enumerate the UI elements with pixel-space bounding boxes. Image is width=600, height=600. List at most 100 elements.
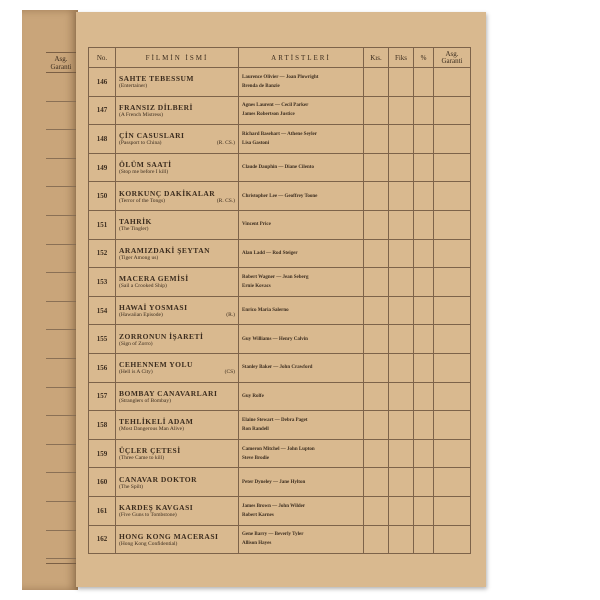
film-title: ZORRONUN İŞARETİ bbox=[119, 331, 204, 341]
film-title-cell: BOMBAY CANAVARLARI (Stranglers of Bombay… bbox=[115, 381, 239, 412]
artist-line: Brenda de Banzie bbox=[242, 83, 280, 89]
kis-cell bbox=[363, 324, 389, 354]
film-title: TEHLİKELİ ADAM bbox=[119, 417, 194, 427]
fiks-cell bbox=[388, 324, 414, 354]
kis-cell bbox=[363, 295, 389, 326]
fiks-cell bbox=[388, 238, 414, 269]
artist-line: Laurence Olivier — Joan Plowright bbox=[242, 74, 319, 80]
film-title: FRANSIZ DİLBERİ bbox=[119, 102, 193, 112]
asg-cell bbox=[433, 324, 471, 354]
film-title-cell: SAHTE TEBESSUM (Entertainer) bbox=[115, 67, 239, 97]
artist-line: Christopher Lee — Geoffrey Toone bbox=[242, 193, 318, 199]
artist-line: Cameron Mitchel — John Lupton bbox=[242, 446, 315, 452]
fiks-cell bbox=[388, 181, 414, 211]
pct-cell bbox=[413, 352, 434, 383]
fiks-cell bbox=[388, 267, 414, 297]
col-pct: % bbox=[413, 47, 434, 68]
film-title-cell: ÇİN CASUSLARI (Passport to China) (R. CS.… bbox=[115, 124, 239, 154]
film-title-cell: CEHENNEM YOLU (Hell is A City) (CS) bbox=[115, 352, 239, 383]
table-row: 155 ZORRONUN İŞARETİ (Sign of Zorro) Guy… bbox=[88, 324, 471, 354]
col-no: No. bbox=[88, 47, 116, 68]
kis-cell bbox=[363, 495, 389, 526]
original-title: (Passport to China) bbox=[119, 140, 162, 147]
asg-cell bbox=[433, 67, 471, 97]
kis-cell bbox=[363, 524, 389, 555]
artists-cell: Agnes Laurent — Cecil Parker James Robert… bbox=[238, 95, 364, 126]
original-title: (Five Guns to Tombstone) bbox=[119, 512, 177, 519]
left-grid-row bbox=[46, 130, 76, 159]
artist-line: Guy Rolfe bbox=[242, 393, 264, 399]
original-title: (The Spilt) bbox=[119, 483, 143, 490]
film-number: 160 bbox=[88, 467, 116, 497]
asg-cell bbox=[433, 209, 471, 240]
original-title: (Most Dangerous Man Alive) bbox=[119, 426, 184, 433]
artist-line: Guy Williams — Henry Calvin bbox=[242, 336, 308, 342]
film-title: HONG KONG MACERASI bbox=[119, 531, 219, 541]
original-title: (Terror of the Tongs) bbox=[119, 197, 166, 204]
film-number: 152 bbox=[88, 238, 116, 269]
asg-cell bbox=[433, 495, 471, 526]
artist-line: Robert Karnes bbox=[242, 512, 274, 518]
film-number: 155 bbox=[88, 324, 116, 354]
film-title: MACERA GEMİSİ bbox=[119, 274, 189, 284]
film-title-cell: ÖLÜM SAATİ (Stop me before I kill) bbox=[115, 152, 239, 183]
artists-cell: Peter Dyneley — Jane Hylton bbox=[238, 467, 364, 497]
film-title-cell: CANAVAR DOKTOR (The Spilt) bbox=[115, 467, 239, 497]
film-title: TAHRİK bbox=[119, 217, 152, 227]
artists-cell: Guy Rolfe bbox=[238, 381, 364, 412]
asg-cell bbox=[433, 267, 471, 297]
film-note: (R. CS.) bbox=[216, 140, 235, 147]
artists-cell: Vincent Price bbox=[238, 209, 364, 240]
film-note: (CS) bbox=[224, 369, 235, 376]
kis-cell bbox=[363, 352, 389, 383]
film-title: CANAVAR DOKTOR bbox=[119, 474, 198, 484]
table-row: 151 TAHRİK (The Tingler) Vincent Price bbox=[88, 209, 471, 240]
left-grid-row bbox=[46, 330, 76, 359]
kis-cell bbox=[363, 124, 389, 154]
film-number: 158 bbox=[88, 410, 116, 440]
kis-cell bbox=[363, 181, 389, 211]
artists-cell: Cameron Mitchel — John Lupton Steve Brodi… bbox=[238, 438, 364, 469]
film-number: 149 bbox=[88, 152, 116, 183]
asg-cell bbox=[433, 181, 471, 211]
fiks-cell bbox=[388, 124, 414, 154]
left-grid-row bbox=[46, 473, 76, 502]
catalog-page: No. FİLMİN İSMİ ARTİSTLERİ Kıs. Fiks % A… bbox=[76, 12, 486, 587]
original-title: (Hawaiian Episode) bbox=[119, 312, 163, 319]
left-page: Asg. Garanti bbox=[22, 10, 78, 590]
table-row: 150 KORKUNÇ DAKİKALAR (Terror of the Ton… bbox=[88, 181, 471, 211]
fiks-cell bbox=[388, 152, 414, 183]
pct-cell bbox=[413, 324, 434, 354]
asg-cell bbox=[433, 381, 471, 412]
artists-cell: James Brown — John Wilder Robert Karnes bbox=[238, 495, 364, 526]
film-title-cell: TEHLİKELİ ADAM (Most Dangerous Man Alive… bbox=[115, 410, 239, 440]
fiks-cell bbox=[388, 67, 414, 97]
left-grid-row bbox=[46, 273, 76, 302]
left-grid-row bbox=[46, 216, 76, 245]
film-title-cell: ÜÇLER ÇETESİ (Three Came to kill) bbox=[115, 438, 239, 469]
artist-line: James Robertson Justice bbox=[242, 112, 295, 118]
film-number: 153 bbox=[88, 267, 116, 297]
artists-cell: Enrico Maria Salerno bbox=[238, 295, 364, 326]
col-asg: Asg. Garanti bbox=[433, 47, 471, 68]
left-grid-row bbox=[46, 416, 76, 445]
film-title-cell: KARDEŞ KAVGASI (Five Guns to Tombstone) bbox=[115, 495, 239, 526]
original-title: (Three Came to kill) bbox=[119, 455, 165, 462]
film-title: SAHTE TEBESSUM bbox=[119, 74, 195, 84]
pct-cell bbox=[413, 495, 434, 526]
artist-line: Enrico Maria Salerno bbox=[242, 308, 289, 314]
film-number: 161 bbox=[88, 495, 116, 526]
film-number: 157 bbox=[88, 381, 116, 412]
artist-line: Richard Basehart — Athene Seyler bbox=[242, 131, 317, 137]
pct-cell bbox=[413, 95, 434, 126]
artist-line: Stanley Baker — John Crawford bbox=[242, 365, 313, 371]
kis-cell bbox=[363, 67, 389, 97]
kis-cell bbox=[363, 209, 389, 240]
asg-cell bbox=[433, 295, 471, 326]
artist-line: Ernie Kovacs bbox=[242, 283, 271, 289]
original-title: (A French Mistress) bbox=[119, 111, 163, 118]
header-row: No. FİLMİN İSMİ ARTİSTLERİ Kıs. Fiks % A… bbox=[88, 47, 471, 68]
original-title: (Entertainer) bbox=[119, 83, 148, 90]
left-grid-row bbox=[46, 445, 76, 474]
film-title: ÖLÜM SAATİ bbox=[119, 160, 172, 170]
